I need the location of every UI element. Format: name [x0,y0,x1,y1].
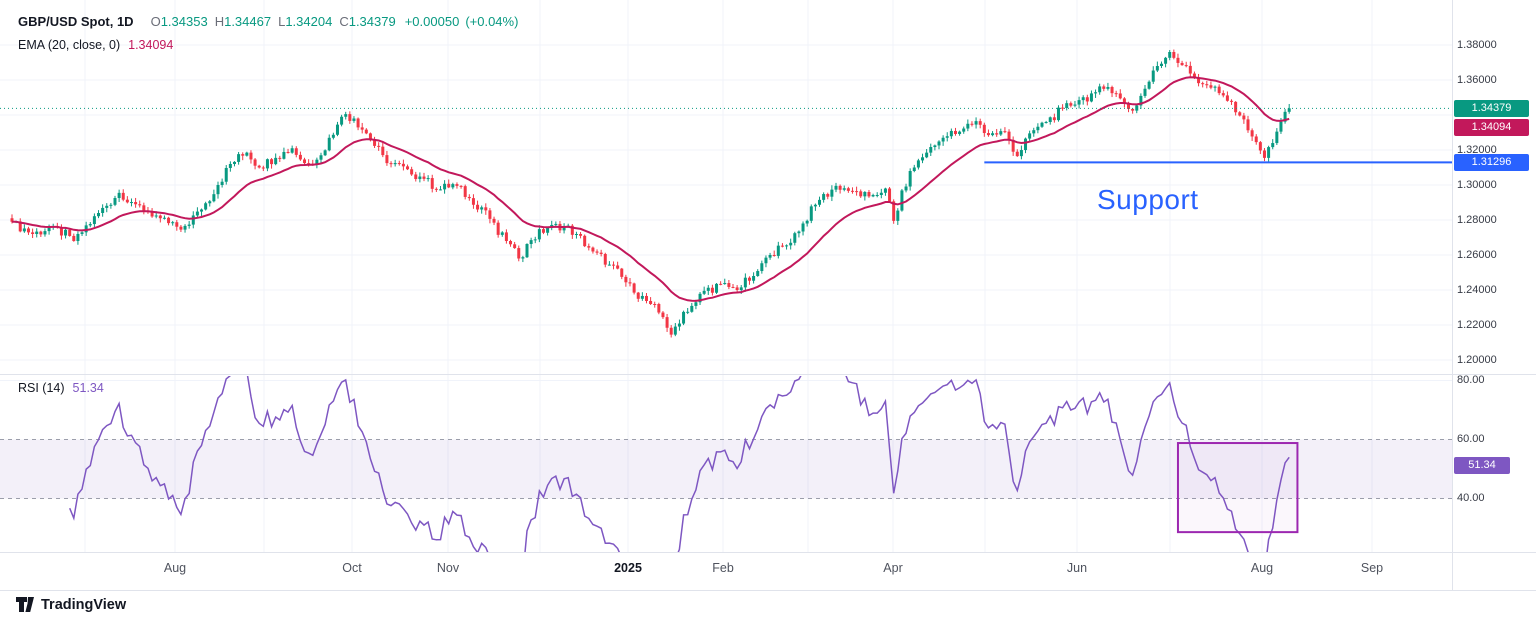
ema-line [12,76,1290,302]
price-tick-label: 1.28000 [1457,213,1497,226]
rsi-tick-label: 40.00 [1457,492,1485,504]
symbol-legend[interactable]: GBP/USD Spot, 1D O1.34353 H1.34467 L1.34204… [18,14,518,29]
ema-price-badge: 1.34094 [1454,118,1529,136]
rsi-legend[interactable]: RSI (14) 51.34 [18,381,104,395]
low-value: 1.34204 [285,14,333,29]
tradingview-logo-icon [16,597,34,612]
support-label[interactable]: Support [1097,184,1199,215]
ema-value: 1.34094 [128,38,174,52]
ema-label: EMA (20, close, 0) [18,38,121,52]
low-label: L [278,14,286,29]
open-value: 1.34353 [160,14,208,29]
rsi-tick-label: 80.00 [1457,374,1485,386]
price-tick-label: 1.30000 [1457,178,1497,191]
time-axis-label: 2025 [614,561,642,575]
time-axis-label: Nov [436,561,460,575]
open-label: O [150,14,161,29]
time-axis-label: Oct [342,561,362,575]
last-price-badge: 1.34379 [1454,99,1529,117]
close-label: C [339,14,349,29]
tradingview-logo[interactable]: TradingView [16,596,126,613]
high-value: 1.34467 [224,14,272,29]
price-tick-label: 1.24000 [1457,283,1497,296]
time-axis-label: Aug [1250,561,1274,575]
price-tick-label: 1.36000 [1457,73,1497,86]
close-value: 1.34379 [348,14,396,29]
tradingview-logo-text: TradingView [41,596,127,613]
price-tick-label: 1.38000 [1457,38,1497,51]
rsi-tick-label: 60.00 [1457,433,1485,445]
rsi-band [0,439,1452,499]
price-tick-label: 1.32000 [1457,143,1497,156]
rsi-value: 51.34 [72,381,104,395]
rsi-label: RSI (14) [18,381,65,395]
high-label: H [214,14,225,29]
change-percent: (+0.04%) [465,14,519,29]
rsi-value-badge: 51.34 [1454,456,1510,474]
price-tick-label: 1.22000 [1457,318,1497,331]
change-value: +0.00050 [404,14,460,29]
support-price-badge: 1.31296 [1454,153,1529,171]
rsi-highlight-box[interactable] [1176,442,1299,534]
price-tick-label: 1.20000 [1457,353,1497,366]
rsi-line [69,376,1290,552]
grid [0,0,1452,553]
time-axis-label: Jun [1066,561,1088,575]
ema-legend[interactable]: EMA (20, close, 0) 1.34094 [18,38,173,52]
time-axis-label: Feb [712,561,734,575]
symbol-title: GBP/USD Spot, 1D [18,14,134,29]
time-axis-label: Aug [163,561,187,575]
price-tick-label: 1.26000 [1457,248,1497,261]
time-axis-label: Sep [1360,561,1384,575]
time-axis-label: Apr [883,561,903,575]
